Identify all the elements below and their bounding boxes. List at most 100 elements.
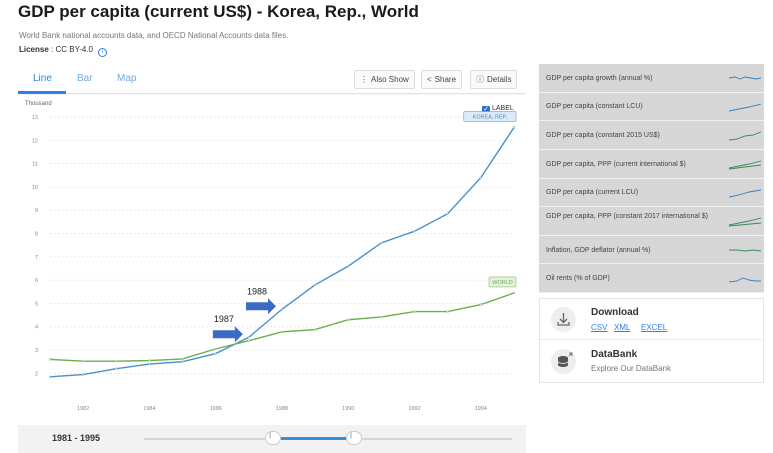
series-line xyxy=(49,127,515,378)
sparkline-icon xyxy=(729,277,761,283)
x-tick-label: 1990 xyxy=(342,406,354,412)
data-point xyxy=(81,373,85,376)
related-indicator-label: GDP per capita, PPP (current internation… xyxy=(546,160,686,168)
sparkline-icon xyxy=(729,160,761,170)
download-xml-link[interactable]: XML xyxy=(614,323,631,332)
download-title: Download xyxy=(591,307,639,318)
data-point xyxy=(148,362,151,366)
chart-area: Thousand ✓ LABEL 2 3 4 5 6 7 8 9 10 11 12 13 1982 1984… xyxy=(18,95,526,425)
related-indicator-label: GDP per capita (constant LCU) xyxy=(546,103,643,111)
divider xyxy=(540,339,763,340)
data-point xyxy=(380,315,383,319)
details-label: Details xyxy=(487,75,512,84)
data-point xyxy=(115,360,118,363)
related-indicator-item[interactable]: GDP per capita (constant 2015 US$) xyxy=(539,121,764,150)
x-tick-label: 1986 xyxy=(210,406,222,412)
annotation-label: 1988 xyxy=(247,286,267,296)
data-point xyxy=(214,347,217,351)
data-point xyxy=(413,230,416,233)
details-button[interactable]: ⓘ Details xyxy=(470,70,518,89)
data-point xyxy=(347,318,350,321)
annotation-arrow xyxy=(246,298,276,315)
data-point xyxy=(512,126,516,129)
slider-end-handle[interactable] xyxy=(345,431,362,445)
data-point xyxy=(81,360,85,363)
annotation-arrow xyxy=(212,326,243,343)
series-label-box xyxy=(488,276,517,288)
download-panel: Download CSV XML EXCEL DataBank Explore … xyxy=(539,298,764,383)
label-toggle-text: LABEL xyxy=(492,105,514,112)
related-indicator-item[interactable]: GDP per capita, PPP (constant 2017 inter… xyxy=(539,207,764,236)
y-tick-label: 2 xyxy=(35,371,38,377)
line-chart: 2 3 4 5 6 7 8 9 10 11 12 13 1982 1984 1986 1988 1990 1992… xyxy=(32,111,517,412)
share-button[interactable]: < Share xyxy=(421,70,463,89)
data-point xyxy=(181,357,184,361)
tab-line[interactable]: Line xyxy=(33,73,52,84)
data-point xyxy=(380,241,383,244)
series-label-box xyxy=(463,111,517,122)
data-point xyxy=(446,212,449,215)
label-toggle[interactable]: ✓ LABEL xyxy=(482,105,514,114)
related-indicator-item[interactable]: GDP per capita growth (annual %) xyxy=(539,64,764,93)
data-point xyxy=(479,303,483,306)
slider-selected-range xyxy=(272,437,354,440)
related-indicator-label: GDP per capita (current LCU) xyxy=(546,189,639,197)
info-icon[interactable]: i xyxy=(98,48,108,57)
source-note: World Bank national accounts data, and O… xyxy=(19,31,289,40)
databank-title[interactable]: DataBank xyxy=(591,349,638,360)
data-point xyxy=(48,358,52,361)
x-tick-label: 1988 xyxy=(276,406,288,412)
x-tick-label: 1982 xyxy=(77,406,89,412)
related-indicator-item[interactable]: Inflation, GDP deflator (annual %) xyxy=(539,236,764,265)
y-tick-label: 5 xyxy=(35,301,38,307)
data-point xyxy=(512,291,516,295)
related-indicator-item[interactable]: GDP per capita (current LCU) xyxy=(539,179,764,208)
data-point xyxy=(413,310,416,313)
vertical-dots-icon: ⋮ xyxy=(360,75,368,84)
sparkline-icon xyxy=(729,131,761,141)
y-tick-label: 13 xyxy=(32,115,38,121)
y-tick-label: 10 xyxy=(32,185,38,191)
chart-panel: Line Bar Map ⋮ Also Show < Share ⓘ Details … xyxy=(18,64,526,453)
databank-subtitle: Explore Our DataBank xyxy=(591,364,672,373)
sparkline-icon xyxy=(729,103,761,112)
x-tick-label: 1992 xyxy=(408,406,420,412)
download-icon xyxy=(551,307,576,332)
sparkline-icon xyxy=(729,218,761,227)
related-indicator-label: GDP per capita, PPP (constant 2017 inter… xyxy=(546,213,709,221)
slider-start-handle[interactable] xyxy=(264,431,281,445)
data-point xyxy=(347,264,350,268)
license-value: : CC BY-4.0 xyxy=(51,45,93,54)
sparkline-icon xyxy=(729,76,761,80)
data-point xyxy=(181,360,184,363)
range-text: 1981 - 1995 xyxy=(52,433,101,443)
data-point xyxy=(479,176,483,179)
sparkline-icon xyxy=(729,189,761,198)
related-indicator-label: GDP per capita growth (annual %) xyxy=(546,74,653,82)
data-point xyxy=(115,367,118,370)
tab-bar[interactable]: Bar xyxy=(77,73,93,84)
annotation-label: 1987 xyxy=(214,314,234,324)
tab-map[interactable]: Map xyxy=(117,73,137,84)
active-tab-indicator xyxy=(18,91,66,94)
related-indicator-item[interactable]: Oil rents (% of GDP) xyxy=(539,264,764,293)
related-indicator-item[interactable]: GDP per capita, PPP (current internation… xyxy=(539,150,764,179)
info-circle-icon: ⓘ xyxy=(476,75,484,84)
related-indicator-item[interactable]: GDP per capita (constant LCU) xyxy=(539,93,764,122)
download-csv-link[interactable]: CSV xyxy=(591,323,608,332)
chart-toolbar: Line Bar Map ⋮ Also Show < Share ⓘ Details xyxy=(18,64,526,94)
also-show-button[interactable]: ⋮ Also Show xyxy=(354,70,415,89)
data-point xyxy=(214,352,217,355)
also-show-label: Also Show xyxy=(371,75,409,84)
related-indicators: GDP per capita growth (annual %) GDP per … xyxy=(539,64,764,293)
y-tick-label: 11 xyxy=(32,162,38,168)
share-label: Share xyxy=(434,75,457,84)
related-indicator-label: GDP per capita (constant 2015 US$) xyxy=(546,132,660,140)
y-tick-label: 8 xyxy=(35,232,38,238)
database-icon xyxy=(551,349,576,374)
range-slider-bar: 1981 - 1995 xyxy=(18,425,526,453)
related-indicator-label: Oil rents (% of GDP) xyxy=(546,275,610,283)
series-label: WORLD xyxy=(492,280,513,286)
data-point xyxy=(247,336,251,339)
download-excel-link[interactable]: EXCEL xyxy=(641,323,668,332)
